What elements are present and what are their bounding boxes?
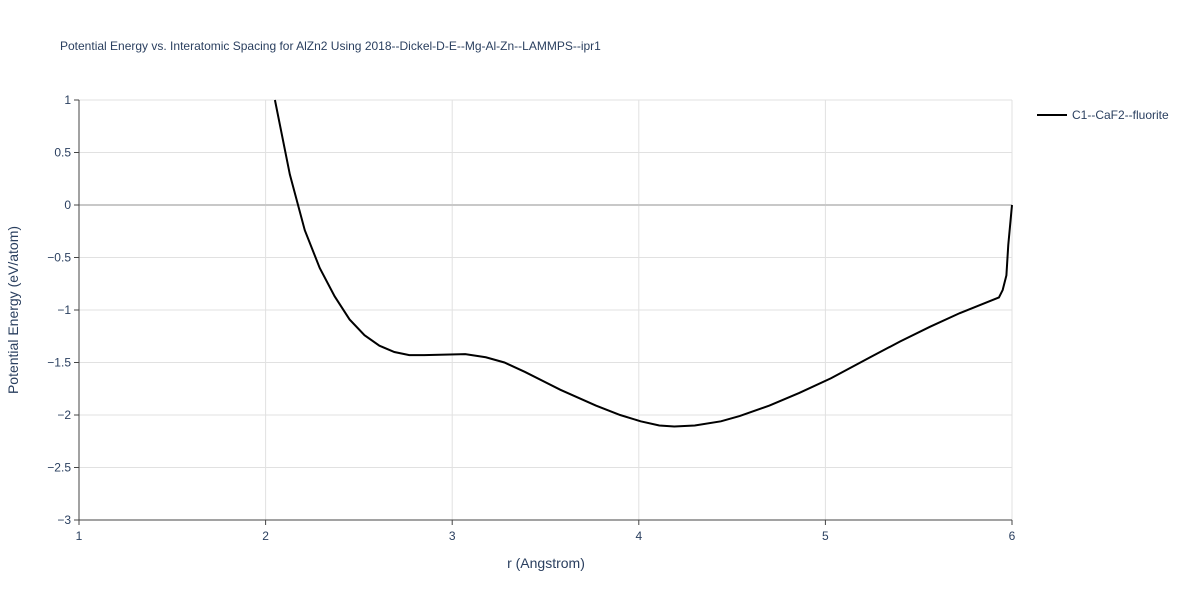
x-tick-label: 1 (76, 529, 83, 543)
y-tick-label: 0.5 (54, 146, 71, 160)
x-tick-label: 5 (822, 529, 829, 543)
y-tick-label: 0 (64, 198, 71, 212)
y-tick-label: −3 (57, 513, 71, 527)
legend-label: C1--CaF2--fluorite (1072, 108, 1169, 122)
x-tick-label: 6 (1009, 529, 1016, 543)
series-line (273, 99, 1013, 428)
y-axis-title: Potential Energy (eV/atom) (5, 226, 21, 394)
y-tick-label: −1.5 (47, 356, 71, 370)
x-axis-title: r (Angstrom) (507, 555, 585, 571)
y-tick-label: −2 (57, 408, 71, 422)
y-tick-label: −1 (57, 303, 71, 317)
y-tick-label: −2.5 (47, 461, 71, 475)
x-tick-label: 2 (262, 529, 269, 543)
x-tick-label: 3 (449, 529, 456, 543)
chart-title: Potential Energy vs. Interatomic Spacing… (60, 39, 601, 53)
x-tick-label: 4 (635, 529, 642, 543)
y-tick-label: 1 (64, 93, 71, 107)
y-tick-label: −0.5 (47, 251, 71, 265)
